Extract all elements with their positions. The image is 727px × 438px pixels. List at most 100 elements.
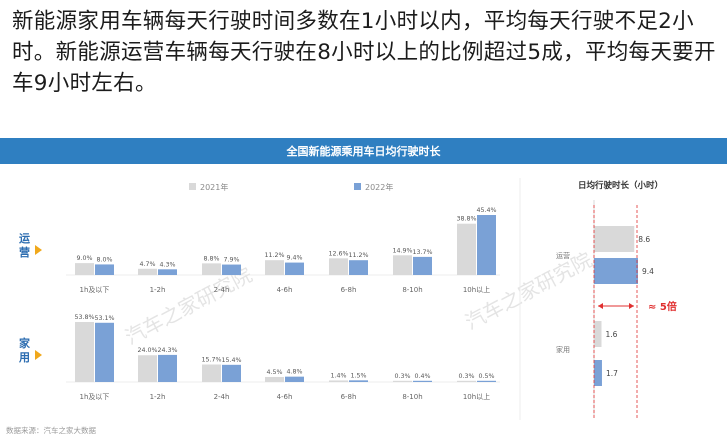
ratio-arrow-head-left [598, 303, 603, 309]
bar-1-3-1 [285, 376, 304, 382]
chart-panel [0, 138, 727, 438]
tick-label-1-4: 6-8h [341, 393, 357, 401]
data-label-0-4-0: 12.6% [328, 250, 348, 257]
side-bar-1-0 [594, 321, 602, 347]
bar-1-4-1 [349, 380, 368, 382]
bar-0-1-1 [158, 269, 177, 275]
data-label-1-6-0: 0.3% [459, 373, 475, 380]
bar-1-2-0 [202, 364, 221, 382]
tick-label-0-1: 1-2h [150, 286, 166, 294]
data-label-0-0-0: 9.0% [77, 255, 93, 262]
bar-1-2-1 [222, 364, 241, 382]
bar-1-1-0 [138, 355, 157, 382]
ratio-annotation: ≈ 5倍 [648, 300, 677, 313]
side-label-1-1: 1.7 [606, 369, 618, 378]
side-bar-1-1 [594, 360, 602, 386]
data-label-0-2-1: 7.9% [224, 257, 240, 264]
legend-label-2021: 2021年 [200, 182, 228, 192]
bar-0-3-1 [285, 262, 304, 275]
side-category-1: 家用 [556, 345, 570, 354]
side-chart-title: 日均行驶时长（小时） [578, 180, 663, 191]
watermark-1: 汽车之家研究院 [121, 262, 256, 349]
data-label-0-2-0: 8.8% [204, 255, 220, 262]
data-label-1-6-1: 0.5% [479, 373, 495, 380]
bar-1-6-0 [457, 380, 476, 382]
bar-0-1-0 [138, 268, 157, 275]
tick-label-0-2: 2-4h [214, 286, 230, 294]
data-label-1-0-0: 53.8% [74, 314, 94, 321]
headline-text: 新能源家用车辆每天行驶时间多数在1小时以内，平均每天行驶不足2小时。新能源运营车… [12, 9, 716, 96]
chart-title: 全国新能源乘用车日均行驶时长 [286, 145, 441, 158]
bar-1-0-1 [95, 322, 114, 382]
data-label-1-4-1: 1.5% [351, 372, 367, 379]
group-label-0: 运营 [19, 232, 30, 259]
data-label-1-3-0: 4.5% [267, 369, 283, 376]
legend-swatch-2022 [354, 183, 361, 190]
bar-0-2-1 [222, 264, 241, 275]
bar-1-0-0 [75, 322, 94, 382]
tick-label-1-0: 1h及以下 [80, 393, 110, 401]
data-source-footer: 数据来源：汽车之家大数据 [6, 426, 96, 435]
legend-label-2022: 2022年 [365, 182, 393, 192]
data-label-1-5-1: 0.4% [415, 373, 431, 380]
bar-0-4-1 [349, 260, 368, 275]
bar-0-0-0 [75, 263, 94, 275]
data-label-1-0-1: 53.1% [94, 315, 114, 322]
side-bar-0-1 [594, 258, 638, 284]
legend-swatch-2021 [189, 183, 196, 190]
data-label-1-3-1: 4.8% [287, 369, 303, 376]
data-label-0-3-1: 9.4% [287, 255, 303, 262]
data-label-1-1-1: 24.3% [157, 347, 177, 354]
tick-label-0-4: 6-8h [341, 286, 357, 294]
bar-1-3-0 [265, 376, 284, 382]
side-label-0-0: 8.6 [638, 235, 650, 244]
data-label-1-5-0: 0.3% [395, 373, 411, 380]
tick-label-1-6: 10h以上 [463, 392, 490, 401]
bar-0-6-0 [457, 223, 476, 275]
data-label-0-6-0: 38.8% [456, 216, 476, 223]
bar-0-0-1 [95, 264, 114, 275]
bar-1-5-0 [393, 380, 412, 382]
bar-0-6-1 [477, 215, 496, 275]
bar-0-3-0 [265, 260, 284, 275]
tick-label-1-2: 2-4h [214, 393, 230, 401]
data-label-0-3-0: 11.2% [264, 252, 284, 259]
side-category-0: 运营 [556, 251, 570, 260]
tick-label-1-1: 1-2h [150, 393, 166, 401]
data-label-0-5-1: 13.7% [412, 249, 432, 256]
tick-label-1-3: 4-6h [277, 393, 293, 401]
tick-label-0-0: 1h及以下 [80, 286, 110, 294]
tick-label-0-5: 8-10h [402, 286, 422, 294]
bar-0-5-0 [393, 255, 412, 275]
data-label-0-1-1: 4.3% [160, 261, 176, 268]
side-label-0-1: 9.4 [642, 267, 654, 276]
ratio-arrow-head-right [629, 303, 634, 309]
tick-label-1-5: 8-10h [402, 393, 422, 401]
bar-1-4-0 [329, 380, 348, 382]
tick-label-0-6: 10h以上 [463, 285, 490, 294]
bar-0-2-0 [202, 263, 221, 275]
side-bar-0-0 [594, 226, 635, 252]
side-label-1-0: 1.6 [605, 330, 617, 339]
data-label-1-2-1: 15.4% [221, 357, 241, 364]
group-arrow-1 [35, 350, 42, 360]
bar-0-5-1 [413, 256, 432, 275]
data-label-0-4-1: 11.2% [348, 252, 368, 259]
data-label-1-2-0: 15.7% [201, 356, 221, 363]
data-label-0-5-0: 14.9% [392, 247, 412, 254]
chart-banner [0, 138, 727, 164]
bar-1-6-1 [477, 380, 496, 382]
data-label-0-0-1: 8.0% [97, 256, 113, 263]
data-label-0-6-1: 45.4% [476, 207, 496, 214]
tick-label-0-3: 4-6h [277, 286, 293, 294]
data-label-1-1-0: 24.0% [137, 347, 157, 354]
data-label-0-1-0: 4.7% [140, 261, 156, 268]
data-label-1-4-0: 1.4% [331, 372, 347, 379]
bar-1-1-1 [158, 354, 177, 382]
bar-1-5-1 [413, 380, 432, 382]
group-label-1: 家用 [19, 336, 31, 364]
bar-0-4-0 [329, 258, 348, 275]
group-arrow-0 [35, 245, 42, 255]
